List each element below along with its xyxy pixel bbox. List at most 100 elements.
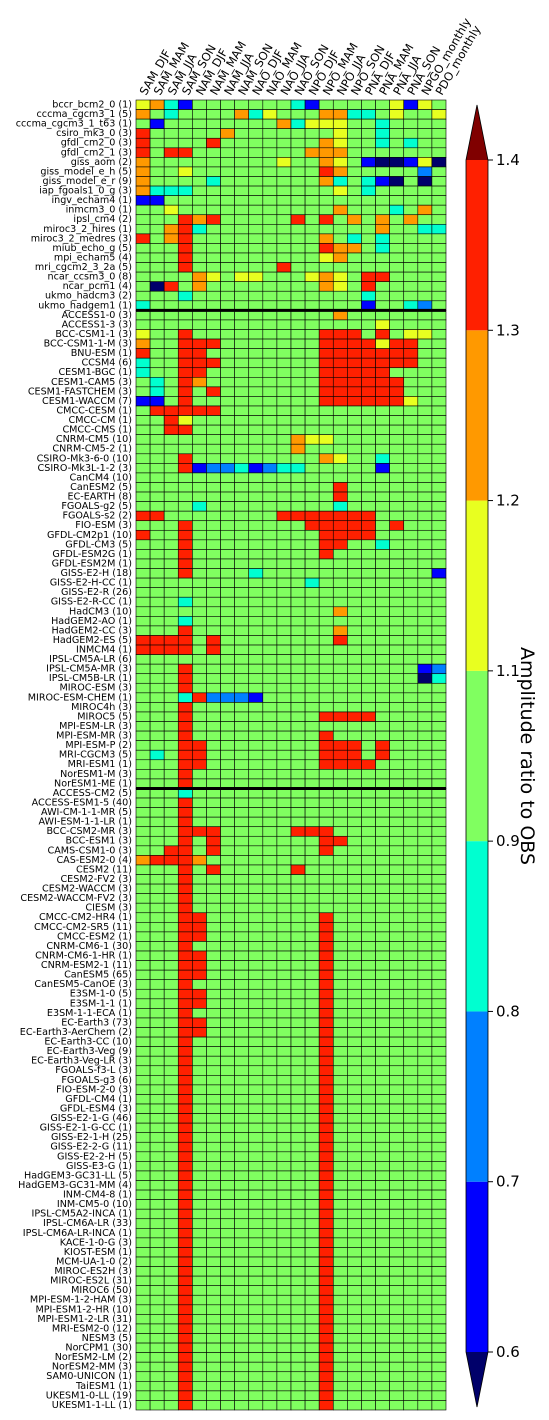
heatmap-cell <box>417 1084 433 1095</box>
heatmap-cell <box>403 1275 419 1286</box>
heatmap-cell <box>192 902 207 914</box>
heatmap-cell <box>262 577 278 588</box>
heatmap-cell <box>234 1151 250 1162</box>
heatmap-cell <box>403 491 419 502</box>
heatmap-cell <box>276 214 292 225</box>
colorbar-segment <box>466 841 488 1012</box>
row-label: AWI-ESM-1-1-LR (1) <box>39 817 133 828</box>
heatmap-cell <box>248 1237 264 1248</box>
heatmap-cell <box>361 434 376 445</box>
heatmap-cell <box>304 415 320 426</box>
heatmap-cell <box>417 1237 433 1248</box>
heatmap-cell <box>248 1361 264 1373</box>
heatmap-cell <box>403 577 419 588</box>
heatmap-cell <box>234 472 250 483</box>
heatmap-cell <box>304 1333 320 1344</box>
heatmap-cell <box>389 338 405 349</box>
heatmap-cell <box>361 692 376 703</box>
row-label: iap_fgoals1_0_g (3) <box>39 186 132 197</box>
heatmap-cell <box>347 281 362 292</box>
heatmap-cell <box>375 386 390 397</box>
heatmap-cell <box>403 386 419 397</box>
heatmap-cell <box>149 185 165 196</box>
colorbar-tick-label: 0.7 <box>496 1173 520 1191</box>
heatmap-cell <box>220 1208 235 1220</box>
heatmap-cell <box>248 864 264 875</box>
heatmap-cell <box>135 176 151 187</box>
heatmap-cell <box>192 348 207 359</box>
heatmap-cell <box>192 1075 207 1086</box>
heatmap-cell <box>262 702 278 713</box>
heatmap-cell <box>375 99 390 110</box>
heatmap-cell <box>135 826 151 837</box>
heatmap-cell <box>304 520 320 531</box>
heatmap-cell <box>347 1170 362 1181</box>
heatmap-cell <box>192 1170 207 1181</box>
heatmap-cell <box>276 922 292 933</box>
heatmap-cell <box>417 147 433 158</box>
heatmap-cell <box>177 1352 193 1363</box>
heatmap-cell <box>276 711 292 722</box>
heatmap-cell <box>135 443 151 455</box>
heatmap-cell <box>220 501 235 512</box>
heatmap-cell <box>361 969 376 981</box>
heatmap-cell <box>347 568 362 579</box>
heatmap-cell <box>361 606 376 617</box>
row-label: EC-Earth3-AerChem (2) <box>20 1027 132 1038</box>
heatmap-cell <box>290 1228 306 1239</box>
heatmap-cell <box>347 979 362 990</box>
heatmap-cell <box>177 797 193 808</box>
heatmap-cell <box>431 1275 447 1286</box>
heatmap-cell <box>332 922 348 933</box>
row-label: GISS-E2-1-G-CC (1) <box>40 1123 132 1134</box>
heatmap-cell <box>177 157 193 168</box>
heatmap-cell <box>177 1046 193 1057</box>
row-label: EC-Earth3-CC (10) <box>44 1037 132 1048</box>
heatmap-cell <box>163 883 179 894</box>
heatmap-cell <box>149 797 165 808</box>
heatmap-cell <box>403 1151 419 1162</box>
heatmap-cell <box>304 357 320 369</box>
heatmap-cell <box>403 396 419 407</box>
heatmap-cell <box>332 357 348 369</box>
heatmap-cell <box>431 711 447 722</box>
row-label: CESM1-BGC (1) <box>58 367 132 378</box>
heatmap-cell <box>403 826 419 837</box>
heatmap-cell <box>163 290 179 302</box>
heatmap-cell <box>290 424 306 435</box>
heatmap-cell <box>149 1342 165 1353</box>
heatmap-cell <box>389 587 405 598</box>
heatmap-cell <box>361 262 376 273</box>
heatmap-cell <box>149 549 165 560</box>
heatmap-cell <box>347 1390 362 1401</box>
heatmap-cell <box>347 262 362 273</box>
heatmap-cell <box>290 1390 306 1401</box>
heatmap-cell <box>318 711 334 722</box>
heatmap-cell <box>149 510 165 522</box>
heatmap-cell <box>347 855 362 866</box>
heatmap-cell <box>431 1189 447 1200</box>
heatmap-cell <box>304 1361 320 1373</box>
heatmap-cell <box>403 109 419 120</box>
heatmap-cell <box>220 845 235 856</box>
heatmap-cell <box>347 147 362 158</box>
heatmap-cell <box>347 1161 362 1172</box>
heatmap-cell <box>332 539 348 550</box>
heatmap-cell <box>234 1266 250 1277</box>
heatmap-cell <box>361 415 376 426</box>
heatmap-cell <box>206 1046 221 1057</box>
heatmap-cell <box>332 1256 348 1267</box>
heatmap-cell <box>206 1094 221 1105</box>
heatmap-cell <box>375 348 390 359</box>
heatmap-cell <box>347 243 362 254</box>
heatmap-cell <box>192 510 207 522</box>
heatmap-cell <box>177 616 193 627</box>
heatmap-cell <box>304 233 320 244</box>
heatmap-cell <box>177 1122 193 1134</box>
heatmap-cell <box>318 357 334 369</box>
heatmap-cell <box>347 1314 362 1325</box>
heatmap-cell <box>304 1075 320 1086</box>
heatmap-cell <box>220 855 235 866</box>
colorbar: 0.60.70.80.91.11.21.31.4 <box>465 104 520 1408</box>
heatmap-cell <box>332 721 348 732</box>
